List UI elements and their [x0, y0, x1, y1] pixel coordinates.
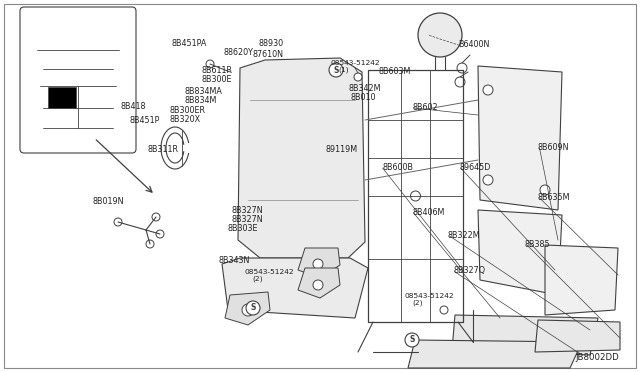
Text: 8B611R: 8B611R — [202, 66, 232, 75]
Circle shape — [206, 60, 214, 68]
Text: 8B010: 8B010 — [351, 93, 376, 102]
Text: 88930: 88930 — [259, 39, 284, 48]
Circle shape — [354, 73, 362, 81]
FancyBboxPatch shape — [20, 7, 136, 153]
Polygon shape — [238, 58, 365, 258]
Text: S: S — [333, 65, 339, 74]
Text: 8B451PA: 8B451PA — [172, 39, 207, 48]
Text: 8B635M: 8B635M — [538, 193, 570, 202]
Text: B6400N: B6400N — [458, 40, 490, 49]
Circle shape — [455, 77, 465, 87]
Polygon shape — [222, 258, 368, 318]
Text: 8B300ER: 8B300ER — [170, 106, 205, 115]
Text: 08543-51242: 08543-51242 — [330, 60, 380, 66]
Text: 8B451P: 8B451P — [129, 116, 159, 125]
Text: 8B609N: 8B609N — [538, 143, 569, 152]
Circle shape — [410, 191, 420, 201]
Circle shape — [242, 304, 254, 316]
Circle shape — [457, 63, 467, 73]
Text: 8B600B: 8B600B — [382, 163, 413, 172]
Circle shape — [483, 85, 493, 95]
Bar — [48, 87, 76, 108]
Polygon shape — [535, 320, 620, 352]
Polygon shape — [298, 268, 340, 298]
Text: 8B834MA: 8B834MA — [184, 87, 222, 96]
Text: 8B322M: 8B322M — [448, 231, 481, 240]
Text: 89645D: 89645D — [460, 163, 491, 172]
Text: 88620Y: 88620Y — [224, 48, 254, 57]
Text: 87610N: 87610N — [253, 50, 284, 59]
Circle shape — [246, 301, 260, 315]
Text: 8B327Q: 8B327Q — [453, 266, 485, 275]
Text: 8B406M: 8B406M — [413, 208, 445, 217]
Text: S: S — [250, 304, 256, 312]
Text: 8B320X: 8B320X — [170, 115, 201, 124]
Circle shape — [440, 306, 448, 314]
Polygon shape — [478, 66, 562, 210]
Text: 8B342M: 8B342M — [349, 84, 381, 93]
Circle shape — [156, 230, 164, 238]
Circle shape — [114, 218, 122, 226]
Circle shape — [405, 333, 419, 347]
Text: 8B019N: 8B019N — [93, 197, 124, 206]
Text: 08543-51242: 08543-51242 — [404, 293, 454, 299]
Circle shape — [146, 240, 154, 248]
Text: 08543-51242: 08543-51242 — [244, 269, 294, 275]
Text: (2): (2) — [253, 275, 264, 282]
Circle shape — [313, 280, 323, 290]
Text: 89119M: 89119M — [325, 145, 357, 154]
Text: 8B327N: 8B327N — [232, 206, 263, 215]
Circle shape — [418, 13, 462, 57]
Circle shape — [152, 213, 160, 221]
Text: 8B602: 8B602 — [413, 103, 438, 112]
Text: 8B343N: 8B343N — [219, 256, 250, 265]
Text: 8B603M: 8B603M — [379, 67, 412, 76]
Polygon shape — [452, 315, 598, 355]
Text: 8B385: 8B385 — [525, 240, 550, 248]
Circle shape — [483, 175, 493, 185]
Text: 8B300E: 8B300E — [202, 75, 232, 84]
Polygon shape — [545, 245, 618, 315]
Circle shape — [329, 63, 343, 77]
Text: (2): (2) — [413, 299, 424, 306]
Text: (1): (1) — [338, 67, 349, 73]
Circle shape — [540, 185, 550, 195]
Text: 8B418: 8B418 — [120, 102, 146, 111]
Text: 8B327N: 8B327N — [232, 215, 263, 224]
Text: JB8002DD: JB8002DD — [576, 353, 620, 362]
Polygon shape — [298, 248, 340, 278]
Circle shape — [313, 259, 323, 269]
Text: 8B303E: 8B303E — [227, 224, 258, 233]
Text: 8B834M: 8B834M — [184, 96, 217, 105]
Text: S: S — [410, 336, 415, 344]
Polygon shape — [225, 292, 270, 325]
Text: 8B311R: 8B311R — [147, 145, 178, 154]
Polygon shape — [408, 340, 582, 368]
Polygon shape — [478, 210, 562, 295]
